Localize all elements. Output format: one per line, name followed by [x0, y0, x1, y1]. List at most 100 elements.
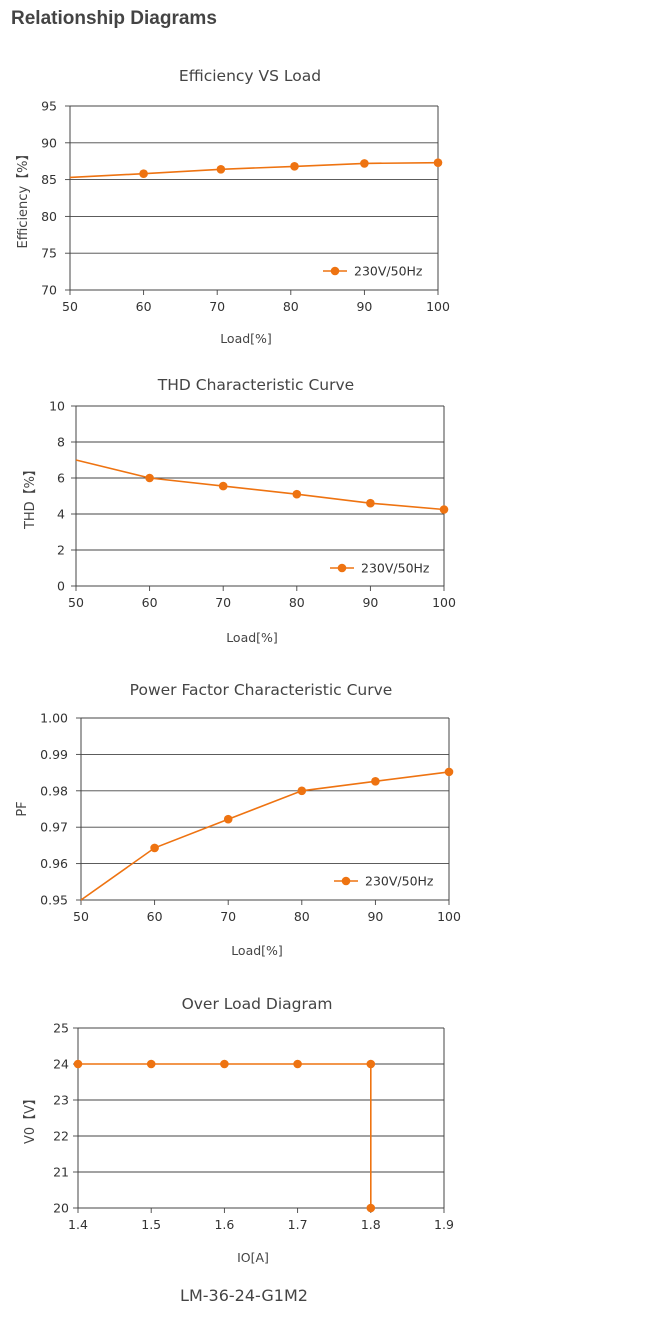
data-point [139, 169, 148, 179]
x-tick-label: 1.5 [141, 1217, 161, 1232]
y-tick-label: 20 [53, 1201, 69, 1216]
data-point [216, 164, 226, 174]
data-point [360, 159, 369, 168]
legend-marker [330, 266, 340, 276]
x-tick-label: 80 [289, 595, 305, 610]
x-tick-label: 1.8 [361, 1217, 381, 1232]
data-point [145, 473, 154, 483]
x-tick-label: 100 [437, 909, 461, 924]
x-tick-label: 90 [367, 909, 383, 924]
data-point [290, 162, 299, 171]
series-line [78, 1063, 372, 1208]
y-tick-label: 8 [57, 435, 65, 450]
y-tick-label: 0.98 [40, 783, 68, 798]
legend-label: 230V/50Hz [361, 561, 430, 576]
x-axis-label: IO[A] [237, 1250, 269, 1265]
x-axis-label: Load[%] [231, 943, 283, 958]
x-tick-label: 60 [136, 299, 152, 314]
x-tick-label: 100 [432, 595, 456, 610]
x-tick-label: 70 [220, 909, 236, 924]
y-tick-label: 0.97 [40, 820, 68, 835]
series-line [69, 161, 439, 179]
data-point [292, 489, 302, 499]
y-tick-label: 90 [41, 135, 57, 150]
y-tick-label: 2 [57, 543, 65, 558]
data-point [220, 1059, 229, 1069]
chart-1: Efficiency VS Load 70 75 80 85 90 95 50 60 70 80 90… [16, 67, 450, 346]
x-tick-label: 80 [294, 909, 310, 924]
y-tick-label: 0.99 [40, 747, 68, 762]
y-tick-label: 0 [57, 579, 65, 594]
chart-title: THD Characteristic Curve [157, 376, 354, 394]
data-point [146, 1059, 156, 1069]
y-tick-label: 0.95 [40, 893, 68, 908]
chart-title: Power Factor Characteristic Curve [130, 681, 393, 699]
y-tick-label: 70 [41, 283, 57, 298]
y-axis-label: PF [15, 801, 30, 816]
x-tick-label: 1.6 [214, 1217, 234, 1232]
legend-marker [337, 563, 347, 573]
legend-marker [341, 876, 351, 886]
y-tick-label: 4 [57, 507, 65, 522]
legend-label: 230V/50Hz [354, 264, 423, 279]
y-tick-label: 23 [53, 1093, 69, 1108]
data-point [73, 1059, 83, 1069]
x-tick-label: 50 [73, 909, 89, 924]
model-name: LM-36-24-G1M2 [180, 1286, 308, 1305]
chart-2: THD Characteristic Curve 0 2 4 6 8 10 50 60 70 80 9… [23, 376, 456, 645]
y-tick-label: 25 [53, 1021, 69, 1036]
page-heading: Relationship Diagrams [11, 8, 217, 29]
series-line [80, 771, 450, 901]
legend: 230V/50Hz [330, 561, 430, 576]
y-tick-label: 22 [53, 1129, 69, 1144]
chart-3: Power Factor Characteristic Curve 0.95 0.9… [15, 681, 461, 958]
legend: 230V/50Hz [323, 264, 423, 279]
chart-title: Efficiency VS Load [179, 67, 321, 85]
data-point [371, 777, 380, 786]
x-tick-label: 60 [147, 909, 163, 924]
data-point [366, 1203, 376, 1213]
series-line [75, 459, 445, 511]
legend-label: 230V/50Hz [365, 874, 434, 889]
y-tick-label: 95 [41, 99, 57, 114]
y-tick-label: 0.96 [40, 856, 68, 871]
x-tick-label: 90 [356, 299, 372, 314]
data-point [366, 498, 375, 508]
x-tick-label: 1.9 [434, 1217, 454, 1232]
data-point [297, 786, 307, 796]
y-tick-label: 75 [41, 246, 57, 261]
x-tick-label: 1.4 [68, 1217, 88, 1232]
data-point [150, 843, 159, 853]
y-tick-label: 85 [41, 172, 57, 187]
y-tick-label: 1.00 [40, 711, 68, 726]
y-tick-label: 80 [41, 209, 57, 224]
legend: 230V/50Hz [334, 874, 434, 889]
x-axis-label: Load[%] [220, 331, 272, 346]
x-tick-label: 100 [426, 299, 450, 314]
data-point [439, 505, 449, 514]
y-axis-label: Efficiency【%】 [16, 148, 31, 249]
y-axis-label: THD【%】 [23, 463, 38, 530]
data-point [223, 814, 233, 824]
y-tick-label: 24 [53, 1057, 69, 1072]
data-point [366, 1059, 376, 1069]
x-tick-label: 60 [142, 595, 158, 610]
x-tick-label: 1.7 [288, 1217, 308, 1232]
y-axis-label: V0【V】 [23, 1092, 38, 1144]
chart-4: Over Load Diagram 20 21 22 23 24 25 1.4 1.5 1.6 1.… [23, 995, 454, 1265]
chart-title: Over Load Diagram [182, 995, 333, 1013]
y-tick-label: 6 [57, 471, 65, 486]
x-tick-label: 70 [215, 595, 231, 610]
x-tick-label: 50 [62, 299, 78, 314]
data-point [433, 158, 443, 167]
x-tick-label: 80 [283, 299, 299, 314]
x-tick-label: 90 [362, 595, 378, 610]
data-point [218, 481, 228, 491]
data-point [293, 1059, 302, 1069]
y-tick-label: 21 [53, 1165, 69, 1180]
x-axis-label: Load[%] [226, 630, 278, 645]
y-tick-label: 10 [49, 399, 65, 414]
data-point [444, 767, 454, 777]
x-tick-label: 50 [68, 595, 84, 610]
